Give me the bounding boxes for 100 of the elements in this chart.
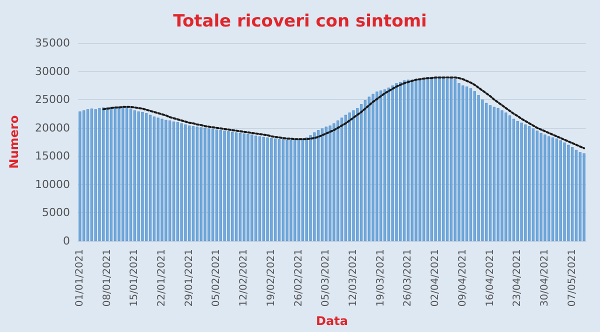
bar [246, 134, 250, 241]
x-tick-label: 12/03/2021 [348, 249, 359, 307]
bar [86, 109, 90, 241]
bar [200, 127, 202, 241]
bar [462, 85, 464, 241]
bar [160, 118, 164, 241]
bar [328, 126, 332, 241]
bar [352, 110, 355, 241]
bar [399, 82, 402, 241]
bar [380, 90, 382, 241]
bar [305, 137, 308, 241]
bar [98, 108, 101, 241]
bar [133, 110, 136, 241]
x-axis-title: Data [316, 314, 348, 328]
bar [102, 107, 105, 241]
bar [364, 100, 366, 241]
chart-title: Totale ricoveri con sintomi [173, 12, 427, 32]
bar [544, 134, 546, 241]
bar [344, 114, 347, 241]
bar [532, 128, 535, 241]
bar [500, 110, 504, 241]
bar [238, 132, 242, 241]
bar [438, 76, 441, 241]
bar [219, 130, 222, 241]
bar [469, 88, 472, 241]
bar [274, 138, 277, 241]
bar [458, 83, 460, 241]
bar [430, 76, 433, 241]
bar [540, 132, 542, 241]
bar [524, 124, 527, 241]
bar [298, 139, 300, 241]
bar [563, 142, 566, 241]
bar [141, 112, 144, 241]
bar [324, 126, 328, 241]
bar [168, 120, 172, 241]
bar [242, 134, 246, 241]
x-tick-label: 07/05/2021 [566, 249, 578, 307]
y-axis-title: Numero [7, 115, 21, 169]
bar [442, 78, 445, 241]
bar [156, 118, 160, 241]
x-tick-label: 26/03/2021 [402, 249, 414, 307]
bar [426, 78, 430, 241]
bar [555, 138, 558, 241]
bar [567, 144, 570, 241]
bar [250, 134, 254, 241]
y-tick-label: 30000 [35, 64, 70, 78]
bar [582, 153, 586, 241]
bar [434, 76, 437, 241]
y-tick-label: 25000 [35, 93, 70, 106]
bar [309, 135, 312, 241]
y-tick-label: 10000 [35, 178, 70, 191]
bar [122, 106, 124, 241]
bar [106, 107, 109, 241]
bar [188, 126, 191, 241]
bar [488, 105, 492, 241]
bar [340, 118, 344, 241]
bar [485, 102, 488, 241]
y-tick-label: 15000 [35, 150, 70, 163]
bar [114, 106, 116, 241]
bar [536, 130, 538, 241]
x-tick-label: 26/02/2021 [293, 249, 304, 307]
bar [548, 136, 550, 241]
bar [192, 126, 195, 241]
bar [578, 152, 582, 241]
bar [403, 80, 406, 241]
bar [395, 83, 398, 241]
bar [137, 111, 140, 241]
bar [473, 91, 476, 241]
bar [254, 136, 258, 241]
bar [332, 123, 336, 241]
bar [356, 108, 359, 241]
bar [391, 85, 394, 241]
bar [82, 110, 86, 241]
x-tick-label: 30/04/2021 [539, 249, 550, 307]
bar [294, 139, 296, 241]
bar [208, 128, 210, 241]
x-tick-label: 15/01/2021 [129, 249, 140, 307]
x-tick-label: 01/01/2021 [74, 249, 86, 307]
bar [313, 132, 316, 241]
x-tick-label: 16/04/2021 [484, 249, 496, 307]
bar [512, 118, 515, 241]
x-tick-label: 23/04/2021 [512, 249, 524, 307]
y-tick-label: 0 [63, 234, 70, 248]
bar [496, 108, 500, 241]
x-tick-label: 02/04/2021 [430, 249, 442, 307]
bar [552, 137, 554, 241]
bar [234, 132, 238, 241]
bar [286, 140, 288, 241]
bar [336, 120, 340, 241]
bar [258, 136, 261, 241]
bar [477, 95, 480, 241]
bar [387, 88, 390, 241]
x-tick-label: 19/03/2021 [375, 249, 386, 307]
bar [223, 130, 226, 241]
bar [149, 114, 152, 241]
bar [176, 122, 179, 241]
bar [406, 80, 410, 241]
bar [204, 128, 206, 241]
bar [508, 115, 512, 241]
bar [172, 122, 176, 241]
